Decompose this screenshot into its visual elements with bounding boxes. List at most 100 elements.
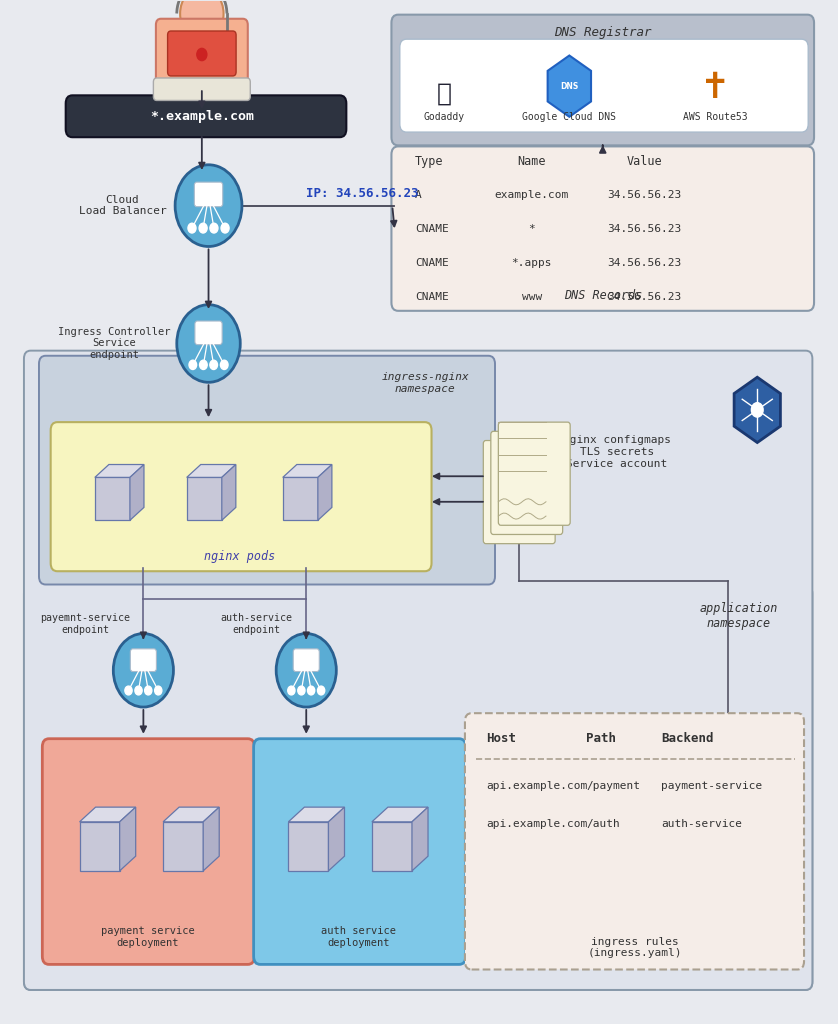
Polygon shape: [372, 822, 412, 870]
Text: payment-service: payment-service: [661, 780, 763, 791]
Text: CNAME: CNAME: [415, 292, 448, 301]
Text: example.com: example.com: [494, 190, 569, 201]
Polygon shape: [328, 807, 344, 870]
Polygon shape: [163, 807, 220, 822]
FancyBboxPatch shape: [153, 78, 251, 100]
FancyBboxPatch shape: [194, 182, 223, 207]
Text: *.apps: *.apps: [511, 258, 552, 268]
Polygon shape: [187, 465, 235, 477]
Circle shape: [287, 686, 295, 695]
Polygon shape: [318, 465, 332, 520]
FancyBboxPatch shape: [24, 350, 812, 990]
Text: auth-service: auth-service: [661, 819, 742, 829]
Polygon shape: [130, 465, 144, 520]
Text: A: A: [415, 190, 422, 201]
FancyBboxPatch shape: [491, 431, 562, 535]
Circle shape: [113, 634, 173, 707]
Text: *.example.com: *.example.com: [150, 111, 254, 123]
Circle shape: [197, 48, 207, 60]
Circle shape: [188, 223, 196, 233]
FancyBboxPatch shape: [156, 18, 248, 86]
Circle shape: [125, 686, 132, 695]
Text: Path: Path: [586, 732, 616, 745]
Circle shape: [318, 686, 325, 695]
Polygon shape: [95, 465, 144, 477]
Text: Google Cloud DNS: Google Cloud DNS: [522, 112, 616, 122]
Text: /payment: /payment: [586, 780, 640, 791]
Text: Value: Value: [627, 156, 662, 168]
Circle shape: [155, 686, 162, 695]
FancyBboxPatch shape: [484, 440, 555, 544]
Text: ✝: ✝: [701, 72, 731, 105]
FancyBboxPatch shape: [131, 649, 157, 672]
Text: auth-service
endpoint: auth-service endpoint: [220, 613, 292, 635]
Circle shape: [180, 0, 224, 40]
Text: Host: Host: [486, 732, 516, 745]
Text: api.example.com: api.example.com: [486, 780, 587, 791]
FancyBboxPatch shape: [254, 738, 466, 965]
Text: payemnt-service
endpoint: payemnt-service endpoint: [40, 613, 130, 635]
Circle shape: [220, 360, 228, 370]
Text: AWS Route53: AWS Route53: [683, 112, 747, 122]
FancyBboxPatch shape: [168, 31, 236, 76]
Polygon shape: [282, 477, 318, 520]
FancyBboxPatch shape: [465, 713, 804, 970]
Circle shape: [177, 305, 241, 382]
FancyBboxPatch shape: [499, 422, 570, 525]
Polygon shape: [288, 807, 344, 822]
Circle shape: [199, 360, 207, 370]
Text: Name: Name: [518, 156, 546, 168]
Polygon shape: [548, 55, 591, 117]
Polygon shape: [372, 807, 428, 822]
Text: 34.56.56.23: 34.56.56.23: [608, 292, 681, 301]
Text: /auth: /auth: [586, 819, 620, 829]
Text: Godaddy: Godaddy: [423, 112, 464, 122]
Text: CNAME: CNAME: [415, 258, 448, 268]
FancyBboxPatch shape: [391, 146, 814, 311]
Polygon shape: [80, 807, 136, 822]
Text: ingress rules
(ingress.yaml): ingress rules (ingress.yaml): [587, 937, 682, 958]
Circle shape: [199, 223, 207, 233]
Circle shape: [189, 360, 197, 370]
Polygon shape: [95, 477, 130, 520]
Polygon shape: [734, 377, 780, 442]
Text: IP: 34.56.56.23: IP: 34.56.56.23: [306, 186, 419, 200]
Text: www: www: [521, 292, 542, 301]
Polygon shape: [282, 465, 332, 477]
Polygon shape: [222, 465, 235, 520]
Text: payment service
deployment: payment service deployment: [101, 927, 194, 948]
FancyBboxPatch shape: [293, 649, 319, 672]
Text: nginx pods: nginx pods: [204, 550, 275, 563]
FancyBboxPatch shape: [391, 14, 814, 145]
Text: nginx configmaps
TLS secrets
Service account: nginx configmaps TLS secrets Service acc…: [562, 435, 670, 469]
Text: Cloud
Load Balancer: Cloud Load Balancer: [79, 195, 167, 216]
Circle shape: [135, 686, 142, 695]
Circle shape: [277, 634, 336, 707]
FancyBboxPatch shape: [42, 738, 255, 965]
Text: api.example.com: api.example.com: [486, 819, 587, 829]
Text: DNS Records: DNS Records: [564, 289, 642, 302]
Polygon shape: [80, 822, 120, 870]
Circle shape: [308, 686, 315, 695]
Circle shape: [297, 686, 305, 695]
Circle shape: [752, 402, 763, 417]
Circle shape: [221, 223, 229, 233]
FancyBboxPatch shape: [195, 322, 222, 345]
Polygon shape: [203, 807, 220, 870]
Text: Backend: Backend: [661, 732, 714, 745]
Text: 34.56.56.23: 34.56.56.23: [608, 224, 681, 234]
FancyBboxPatch shape: [65, 95, 346, 137]
Text: application
namespace: application namespace: [700, 602, 779, 630]
Text: auth service
deployment: auth service deployment: [321, 927, 396, 948]
Text: *: *: [529, 224, 535, 234]
Text: 🦅: 🦅: [437, 81, 452, 105]
Text: Ingress Controller
Service
endpoint: Ingress Controller Service endpoint: [58, 327, 170, 360]
Polygon shape: [163, 822, 203, 870]
Polygon shape: [187, 477, 222, 520]
Text: Type: Type: [415, 156, 443, 168]
Text: ingress-nginx
namespace: ingress-nginx namespace: [381, 372, 469, 393]
Text: DNS: DNS: [561, 82, 578, 91]
FancyBboxPatch shape: [50, 422, 432, 571]
Circle shape: [175, 165, 242, 247]
FancyBboxPatch shape: [400, 39, 808, 132]
